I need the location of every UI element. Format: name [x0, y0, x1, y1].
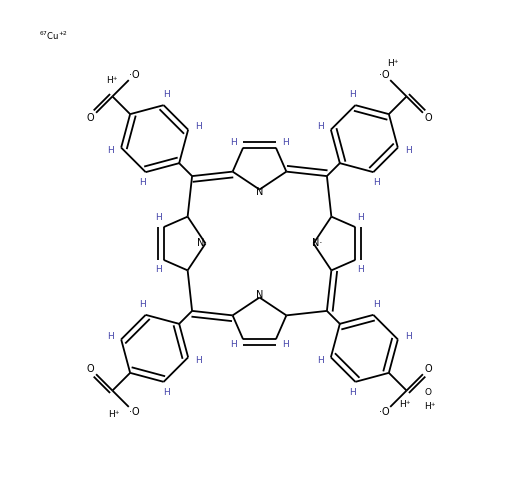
Text: H: H: [195, 356, 202, 365]
Text: H: H: [163, 388, 170, 396]
Text: O: O: [425, 113, 432, 123]
Text: H: H: [282, 339, 289, 349]
Text: N: N: [256, 187, 263, 197]
Text: H: H: [317, 122, 324, 131]
Text: H: H: [230, 339, 237, 349]
Text: H: H: [373, 178, 379, 187]
Text: H: H: [195, 122, 202, 131]
Text: O: O: [425, 364, 432, 374]
Text: H⁺: H⁺: [387, 59, 399, 68]
Text: H: H: [107, 332, 114, 341]
Text: H: H: [357, 213, 363, 222]
Text: H: H: [156, 213, 162, 222]
Text: H⁺: H⁺: [108, 410, 120, 419]
Text: H: H: [349, 388, 356, 396]
Text: H: H: [349, 91, 356, 99]
Text: ·O: ·O: [379, 407, 390, 417]
Text: H⁺: H⁺: [399, 400, 411, 409]
Text: H: H: [156, 265, 162, 274]
Text: O: O: [87, 364, 94, 374]
Text: N: N: [197, 239, 204, 248]
Text: H: H: [405, 146, 412, 155]
Text: H⁺: H⁺: [106, 75, 118, 85]
Text: H: H: [357, 265, 363, 274]
Text: H: H: [230, 138, 237, 148]
Text: H: H: [163, 91, 170, 99]
Text: H: H: [282, 138, 289, 148]
Text: H: H: [373, 300, 379, 309]
Text: O: O: [87, 113, 94, 123]
Text: N: N: [256, 290, 263, 300]
Text: H: H: [140, 300, 146, 309]
Text: ·O: ·O: [129, 70, 140, 80]
Text: H: H: [140, 178, 146, 187]
Text: H: H: [317, 356, 324, 365]
Text: $^{67}$Cu$^{+2}$: $^{67}$Cu$^{+2}$: [39, 29, 68, 42]
Text: ·O: ·O: [379, 70, 390, 80]
Text: H: H: [405, 332, 412, 341]
Text: O: O: [424, 388, 431, 397]
Text: ·O: ·O: [129, 407, 140, 417]
Text: N·: N·: [312, 239, 322, 248]
Text: H⁺: H⁺: [425, 402, 436, 412]
Text: H: H: [107, 146, 114, 155]
